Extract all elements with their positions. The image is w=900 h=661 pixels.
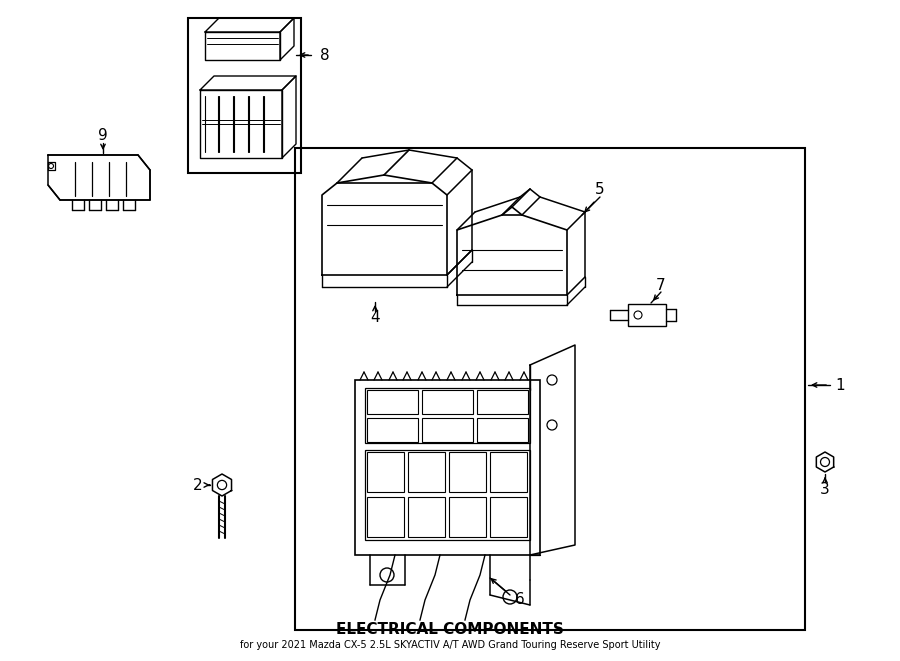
Text: 6: 6: [515, 592, 525, 607]
Bar: [449, 452, 486, 492]
Bar: [422, 418, 473, 442]
Text: 3: 3: [820, 483, 830, 498]
Bar: [490, 497, 527, 537]
Bar: [367, 497, 404, 537]
Text: 9: 9: [98, 128, 108, 143]
Bar: [477, 418, 528, 442]
Text: 2: 2: [194, 477, 202, 492]
Text: ELECTRICAL COMPONENTS: ELECTRICAL COMPONENTS: [336, 623, 564, 637]
Text: 1: 1: [835, 377, 845, 393]
Text: 7: 7: [656, 278, 666, 293]
Bar: [365, 450, 530, 540]
Text: 4: 4: [370, 311, 380, 325]
Bar: [477, 390, 528, 414]
Text: 5: 5: [595, 182, 605, 198]
Bar: [367, 390, 418, 414]
Bar: [408, 452, 445, 492]
Bar: [628, 304, 666, 326]
Bar: [367, 452, 404, 492]
Bar: [449, 497, 486, 537]
Text: 8: 8: [320, 48, 329, 63]
Bar: [367, 418, 418, 442]
Bar: [188, 18, 301, 173]
Bar: [295, 148, 805, 630]
Bar: [490, 452, 527, 492]
Bar: [355, 380, 540, 555]
Bar: [365, 388, 530, 443]
Text: for your 2021 Mazda CX-5 2.5L SKYACTIV A/T AWD Grand Touring Reserve Sport Utili: for your 2021 Mazda CX-5 2.5L SKYACTIV A…: [239, 640, 661, 650]
Bar: [408, 497, 445, 537]
Bar: [422, 390, 473, 414]
